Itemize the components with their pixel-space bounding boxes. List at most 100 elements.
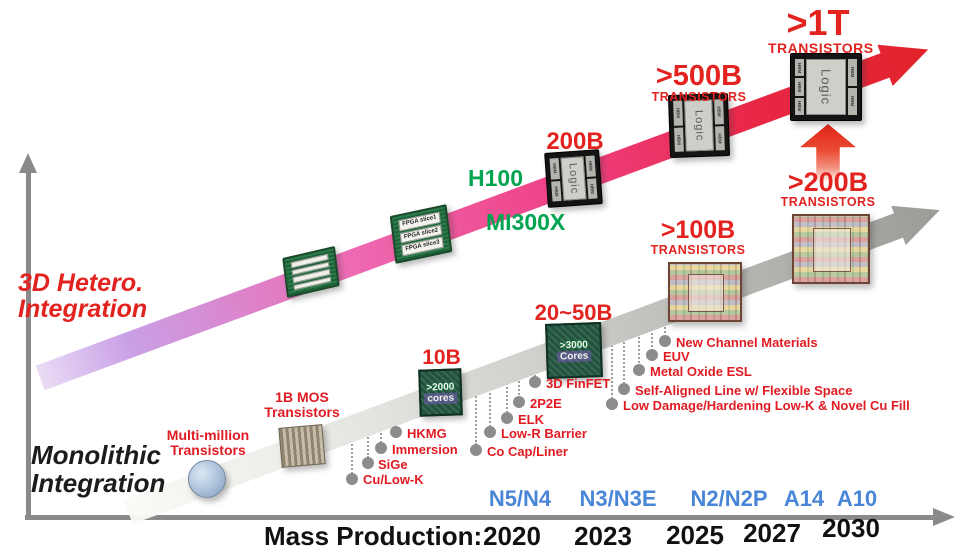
chip-label: >3000 bbox=[559, 339, 589, 351]
label-line: 1B MOS bbox=[275, 389, 329, 405]
hbm-label: HBM bbox=[551, 180, 562, 202]
year-2023: 2023 bbox=[574, 521, 632, 551]
monolithic-title-line2: Integration bbox=[31, 468, 166, 498]
callout-line bbox=[367, 422, 369, 458]
logic-label: Logic bbox=[818, 68, 834, 106]
callout-dot bbox=[501, 412, 513, 424]
tech-label: Metal Oxide ESL bbox=[650, 364, 752, 379]
logic-panel: Logic bbox=[684, 99, 714, 152]
tech-label: Self-Aligned Line w/ Flexible Space bbox=[635, 383, 853, 398]
label-100b: >100B bbox=[660, 216, 736, 244]
die-core bbox=[813, 227, 851, 273]
tech-label: HKMG bbox=[407, 426, 447, 441]
label-mi300x: MI300X bbox=[486, 209, 566, 235]
label-1b-mos: 1B MOS Transistors bbox=[257, 390, 347, 420]
hetero-title-line2: Integration bbox=[18, 295, 148, 323]
callout-line bbox=[638, 322, 640, 366]
year-2030: 2030 bbox=[822, 513, 880, 543]
label-1t: >1T bbox=[786, 2, 850, 43]
3000-cores-chip: >3000 Cores bbox=[545, 322, 603, 379]
chip-label: Cores bbox=[556, 349, 592, 363]
hbm-label: HBM bbox=[795, 78, 804, 96]
tech-label: Low-R Barrier bbox=[501, 426, 587, 441]
y-axis-line bbox=[26, 172, 31, 517]
callout-dot bbox=[470, 444, 482, 456]
callout-dot bbox=[618, 383, 630, 395]
hbm-label: HBM bbox=[674, 127, 684, 152]
chip-label: >2000 bbox=[426, 381, 455, 393]
hbm-label: HBM bbox=[848, 88, 857, 115]
callout-line bbox=[623, 327, 625, 384]
node-label-n5n4: N5/N4 bbox=[488, 486, 552, 511]
logic-label: Logic bbox=[692, 109, 706, 142]
hetero-title-line1: 3D Hetero. bbox=[18, 269, 144, 297]
hbm-label: HBM bbox=[795, 59, 804, 77]
hbm-column: HBM HBM bbox=[549, 157, 562, 202]
label-200b-hetero: 200B bbox=[546, 128, 604, 155]
label-100b-sub: TRANSISTORS bbox=[650, 243, 746, 257]
callout-dot bbox=[346, 473, 358, 485]
callout-dot bbox=[362, 457, 374, 469]
year-2025: 2025 bbox=[666, 520, 724, 550]
callout-line bbox=[611, 332, 613, 399]
x-axis-arrowhead-icon bbox=[933, 508, 955, 526]
hbm-logic-chip-200b: HBM HBM Logic HBM HBM bbox=[544, 149, 603, 208]
callout-line bbox=[506, 371, 508, 413]
hbm-label: HBM bbox=[795, 97, 804, 115]
label-multi-million: Multi-million Transistors bbox=[160, 428, 256, 458]
fpga-stack-chip: FPGA slice1 FPGA slice2 FPGA slice3 bbox=[389, 204, 453, 264]
hbm-column: HBM HBM bbox=[848, 59, 857, 115]
logic-label: Logic bbox=[566, 162, 581, 195]
node-label-a10: A10 bbox=[836, 486, 878, 511]
tech-label: 2P2E bbox=[530, 396, 562, 411]
callout-line bbox=[651, 317, 653, 351]
year-2027: 2027 bbox=[743, 518, 801, 548]
label-500b-sub: TRANSISTORS bbox=[651, 90, 747, 104]
die-core bbox=[688, 274, 724, 312]
label-line: Transistors bbox=[170, 442, 246, 458]
tech-label: Co Cap/Liner bbox=[487, 444, 568, 459]
callout-dot bbox=[375, 442, 387, 454]
multi-million-wafer-image bbox=[188, 460, 226, 498]
callout-dot bbox=[513, 396, 525, 408]
fpga-stack-chip-small bbox=[282, 245, 340, 299]
tech-label: EUV bbox=[663, 349, 690, 364]
x-axis-line bbox=[25, 515, 935, 520]
100b-die-image bbox=[668, 262, 742, 322]
hbm-label: HBM bbox=[673, 100, 683, 126]
label-line: Multi-million bbox=[166, 427, 250, 443]
label-200b-mono-sub: TRANSISTORS bbox=[780, 195, 876, 209]
callout-line bbox=[489, 377, 491, 427]
callout-dot bbox=[633, 364, 645, 376]
y-axis-arrowhead-icon bbox=[19, 153, 37, 173]
tech-label: Immersion bbox=[392, 442, 458, 457]
label-20-50b: 20~50B bbox=[534, 300, 613, 325]
callout-dot bbox=[484, 426, 496, 438]
tech-label: SiGe bbox=[378, 457, 408, 472]
hetero-title: 3D Hetero. Integration bbox=[18, 270, 147, 322]
hbm-column: HBM HBM bbox=[673, 100, 684, 152]
chip-label: cores bbox=[424, 391, 458, 405]
tech-label: ELK bbox=[518, 412, 544, 427]
tech-label: Low Damage/Hardening Low-K & Novel Cu Fi… bbox=[623, 398, 910, 413]
node-label-a14: A14 bbox=[783, 486, 825, 511]
hbm-column: HBM HBM bbox=[585, 155, 598, 200]
tech-label: 3D FinFET bbox=[546, 376, 611, 391]
label-10b: 10B bbox=[422, 346, 461, 369]
mass-production-label: Mass Production: bbox=[264, 521, 483, 551]
year-2020: 2020 bbox=[483, 521, 541, 551]
tech-label: Cu/Low-K bbox=[363, 472, 424, 487]
1b-mos-chip-image bbox=[278, 424, 326, 468]
callout-dot bbox=[646, 349, 658, 361]
monolithic-title-line1: Monolithic bbox=[31, 440, 161, 470]
callout-dot bbox=[659, 335, 671, 347]
label-line: Transistors bbox=[264, 404, 340, 420]
callout-line bbox=[518, 366, 520, 398]
tech-label: New Channel Materials bbox=[676, 335, 818, 350]
label-h100: H100 bbox=[468, 165, 523, 191]
label-1t-sub: TRANSISTORS bbox=[768, 40, 874, 56]
hbm-column: HBM HBM HBM bbox=[795, 59, 804, 115]
hbm-label: HBM bbox=[587, 177, 598, 200]
hbm-label: HBM bbox=[715, 125, 725, 151]
